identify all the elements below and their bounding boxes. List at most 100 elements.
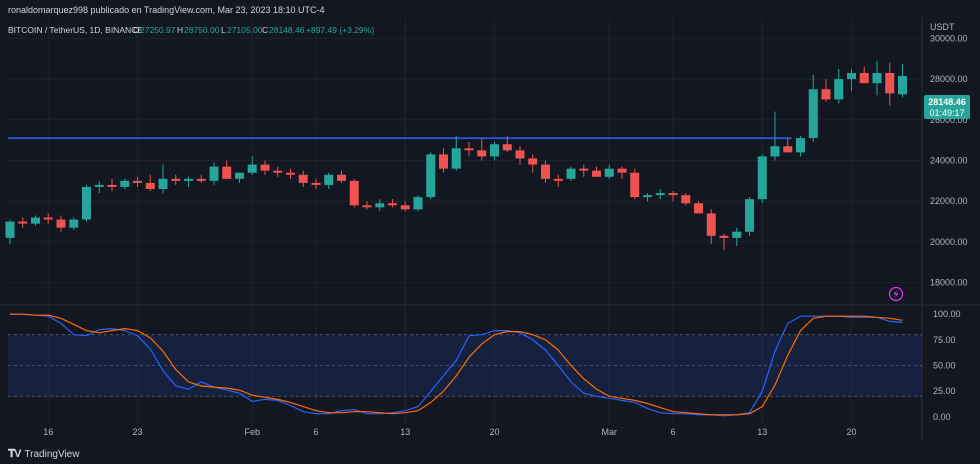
candle[interactable] (885, 62, 895, 106)
candle[interactable] (821, 79, 831, 102)
candle[interactable] (834, 68, 844, 104)
candle[interactable] (541, 160, 550, 183)
candle[interactable] (783, 138, 793, 153)
candle[interactable] (451, 136, 461, 171)
candle[interactable] (439, 148, 448, 173)
candle[interactable] (18, 217, 28, 228)
candle[interactable] (553, 174, 563, 187)
brand[interactable]: 𝐓V TradingView (8, 448, 79, 461)
price-tick-label: 20000.00 (930, 237, 968, 247)
candle[interactable] (898, 63, 907, 98)
candle[interactable] (5, 219, 15, 244)
candle[interactable] (694, 201, 703, 214)
candle[interactable] (617, 166, 627, 179)
osc-tick-label: 25.00 (933, 386, 956, 396)
candle[interactable] (808, 75, 818, 143)
candle[interactable] (477, 138, 487, 161)
candle[interactable] (490, 142, 499, 161)
candle[interactable] (69, 217, 79, 230)
lightning-icon[interactable] (888, 286, 904, 302)
candle[interactable] (196, 174, 206, 183)
time-tick-label: 13 (757, 427, 767, 437)
time-tick-label: Feb (244, 427, 260, 437)
candle[interactable] (120, 178, 130, 189)
candle[interactable] (847, 68, 856, 92)
publish-header: ronaldomarquez998 publicado en TradingVi… (0, 0, 980, 18)
candle[interactable] (158, 164, 168, 194)
candle[interactable] (413, 195, 423, 212)
candle[interactable] (604, 164, 614, 179)
legend-o-label: O (133, 25, 140, 35)
candle[interactable] (311, 178, 321, 189)
candle[interactable] (349, 178, 359, 208)
candle[interactable] (56, 215, 66, 232)
candle[interactable] (375, 199, 385, 212)
candle[interactable] (324, 172, 334, 189)
candle[interactable] (145, 174, 155, 192)
last-price-value: 28148.46 (928, 97, 966, 107)
candle[interactable] (706, 209, 716, 244)
candle[interactable] (668, 191, 678, 202)
candle[interactable] (515, 146, 525, 165)
candle[interactable] (566, 166, 576, 181)
stoch-d-line (10, 313, 903, 416)
price-tick-label: 18000.00 (930, 278, 968, 288)
candle[interactable] (171, 174, 181, 185)
candle[interactable] (298, 170, 308, 187)
candle[interactable] (31, 215, 40, 226)
osc-tick-label: 50.00 (933, 361, 956, 371)
candle[interactable] (681, 193, 691, 206)
candle[interactable] (502, 136, 512, 153)
candle[interactable] (732, 227, 742, 246)
price-tick-label: 22000.00 (930, 196, 968, 206)
candle[interactable] (592, 166, 601, 177)
legend-l-label: L (221, 25, 226, 35)
time-tick-label: 6 (313, 427, 318, 437)
candle[interactable] (579, 164, 589, 177)
candle[interactable] (719, 233, 729, 251)
candle[interactable] (43, 213, 53, 224)
candle[interactable] (247, 156, 257, 175)
candle[interactable] (630, 168, 640, 200)
candle[interactable] (235, 172, 244, 183)
candle[interactable] (757, 154, 767, 204)
price-tick-label: 28000.00 (930, 74, 968, 84)
candle[interactable] (872, 60, 882, 96)
symbol-legend: BITCOIN / TetherUS, 1D, BINANCE O 27250.… (8, 25, 374, 35)
candle[interactable] (286, 168, 295, 179)
candle[interactable] (222, 160, 232, 179)
candle[interactable] (273, 166, 283, 177)
legend-h-label: H (177, 25, 183, 35)
candle[interactable] (400, 201, 410, 212)
candle[interactable] (770, 111, 780, 161)
candle[interactable] (337, 170, 346, 183)
price-tick-label: 26000.00 (930, 115, 968, 125)
candle[interactable] (82, 184, 91, 222)
candle[interactable] (745, 197, 754, 236)
candle[interactable] (388, 199, 397, 208)
candle[interactable] (528, 154, 538, 173)
candle[interactable] (133, 176, 142, 187)
candle[interactable] (94, 180, 104, 194)
time-tick-label: 13 (400, 427, 410, 437)
candle[interactable] (107, 178, 117, 192)
time-tick-label: 23 (132, 427, 142, 437)
candle[interactable] (464, 142, 474, 157)
osc-tick-label: 0.00 (933, 412, 951, 422)
candle[interactable] (426, 152, 436, 200)
legend-low: 27105.00 (227, 25, 263, 35)
candle[interactable] (362, 201, 372, 210)
candle[interactable] (260, 160, 270, 175)
candle[interactable] (209, 162, 219, 185)
last-price-label[interactable]: 28148.46 01:49:17 (924, 95, 970, 119)
candle[interactable] (796, 136, 805, 157)
time-tick-label: 20 (846, 427, 856, 437)
candle[interactable] (859, 66, 869, 84)
oscillator-group (10, 313, 903, 417)
candle[interactable] (655, 189, 665, 200)
time-tick-label: Mar (602, 427, 618, 437)
candle[interactable] (643, 193, 652, 202)
candle[interactable] (184, 176, 193, 187)
price-tick-label: 24000.00 (930, 156, 968, 166)
